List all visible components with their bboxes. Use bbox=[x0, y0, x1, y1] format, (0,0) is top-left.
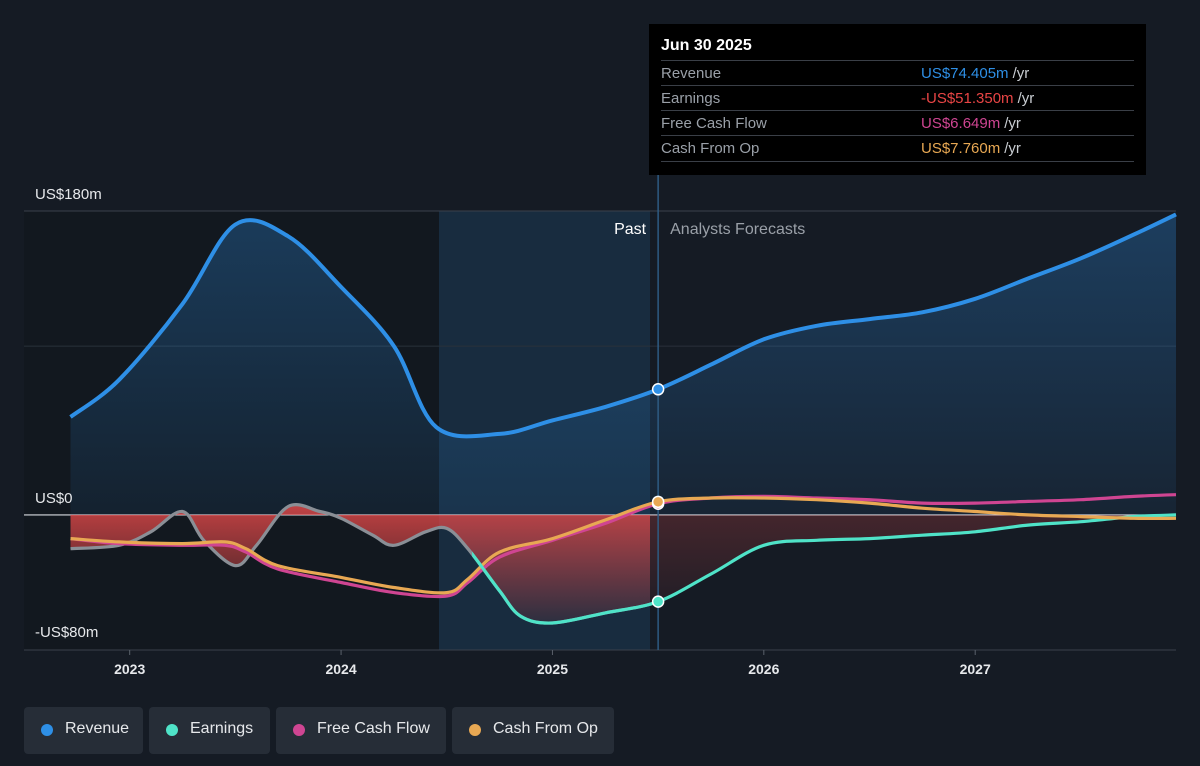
legend-dot-icon bbox=[469, 724, 481, 736]
x-tick-label: 2027 bbox=[960, 661, 991, 677]
tooltip-row-value: -US$51.350m/yr bbox=[921, 90, 1034, 107]
y-tick-label: -US$80m bbox=[35, 624, 98, 641]
tooltip-unit: /yr bbox=[1012, 65, 1030, 82]
x-tick-label: 2026 bbox=[748, 661, 779, 677]
current-markers bbox=[651, 383, 665, 608]
earnings-line-recent bbox=[472, 551, 659, 625]
legend-item-cash-from-op[interactable]: Cash From Op bbox=[452, 707, 614, 754]
x-axis: 2023 2024 2025 2026 2027 bbox=[114, 650, 991, 677]
legend-label: Earnings bbox=[190, 720, 254, 737]
legend-item-earnings[interactable]: Earnings bbox=[149, 707, 270, 754]
legend-item-revenue[interactable]: Revenue bbox=[24, 707, 143, 754]
tooltip-row-value: US$6.649m/yr bbox=[921, 115, 1021, 132]
tooltip-row-name: Cash From Op bbox=[661, 140, 760, 157]
tooltip-value-text: US$7.760m bbox=[921, 140, 1001, 157]
tooltip-row-free-cash-flow: Free Cash Flow US$6.649m/yr bbox=[661, 110, 1134, 136]
tooltip-row-value: US$7.760m/yr bbox=[921, 140, 1021, 157]
tooltip-date: Jun 30 2025 bbox=[661, 37, 752, 54]
tooltip-row-name: Revenue bbox=[661, 65, 722, 82]
tooltip-row-earnings: Earnings -US$51.350m/yr bbox=[661, 85, 1134, 111]
tooltip-row-name: Earnings bbox=[661, 90, 721, 107]
earnings-line-forecast bbox=[650, 513, 1177, 606]
tooltip-row-cash-from-op: Cash From Op US$7.760m/yr bbox=[661, 135, 1134, 162]
cash-from-op-marker bbox=[651, 495, 665, 509]
tooltip-row-revenue: Revenue US$74.405m/yr bbox=[661, 60, 1134, 86]
legend-dot-icon bbox=[41, 724, 53, 736]
y-axis: US$180m US$0 -US$80m bbox=[35, 186, 102, 641]
tooltip-unit: /yr bbox=[1017, 90, 1035, 107]
earnings-area-past bbox=[70, 504, 650, 624]
legend-label: Revenue bbox=[65, 720, 130, 737]
revenue-line-past bbox=[69, 218, 650, 439]
series-lines bbox=[69, 212, 1177, 625]
revenue-marker bbox=[651, 383, 665, 396]
y-tick-label: US$0 bbox=[35, 490, 73, 507]
earnings-marker bbox=[651, 595, 665, 608]
earnings-area-forecast bbox=[650, 514, 1176, 605]
area-fills bbox=[70, 214, 1176, 624]
legend-dot-icon bbox=[293, 724, 305, 736]
tooltip-unit: /yr bbox=[1004, 140, 1021, 157]
forecast-label: Analysts Forecasts bbox=[670, 221, 805, 238]
free-cash-flow-line-past bbox=[70, 504, 650, 599]
x-tick-label: 2025 bbox=[537, 661, 568, 677]
y-tick-label: US$180m bbox=[35, 186, 102, 203]
tooltip-value-text: -US$51.350m bbox=[921, 90, 1014, 107]
free-cash-flow-line-forecast bbox=[650, 493, 1177, 508]
cash-from-op-line-forecast bbox=[650, 496, 1177, 521]
tooltip-row-name: Free Cash Flow bbox=[661, 115, 767, 132]
legend-dot-icon bbox=[166, 724, 178, 736]
x-tick-label: 2024 bbox=[325, 661, 356, 677]
tooltip-value-text: US$6.649m bbox=[921, 115, 1001, 132]
tooltip-row-value: US$74.405m/yr bbox=[921, 65, 1029, 82]
tooltip-unit: /yr bbox=[1004, 115, 1021, 132]
tooltip-value-text: US$74.405m bbox=[921, 65, 1009, 82]
revenue-area bbox=[70, 214, 1176, 515]
legend-label: Cash From Op bbox=[493, 720, 598, 737]
x-tick-label: 2023 bbox=[114, 661, 145, 677]
revenue-line-forecast bbox=[650, 212, 1177, 395]
tooltip: Jun 30 2025 Revenue US$74.405m/yr Earnin… bbox=[649, 24, 1146, 175]
legend-label: Free Cash Flow bbox=[317, 720, 430, 737]
legend-item-free-cash-flow[interactable]: Free Cash Flow bbox=[276, 707, 446, 754]
cash-from-op-line-past bbox=[70, 502, 650, 595]
past-label: Past bbox=[614, 221, 647, 238]
